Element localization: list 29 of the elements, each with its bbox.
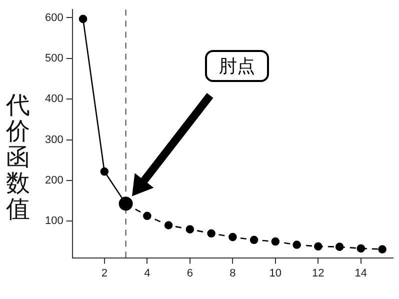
point [335, 242, 344, 251]
point [378, 245, 386, 254]
point [207, 229, 216, 238]
x-tick-label: 14 [354, 267, 368, 280]
point [143, 212, 152, 220]
x-tick-label: 10 [269, 267, 282, 280]
y-tick-label: 100 [44, 215, 64, 228]
x-tick-label: 2 [101, 267, 108, 280]
x-tick-label: 6 [186, 267, 193, 280]
x-tick-label: 4 [144, 267, 150, 280]
y-tick-label: 300 [44, 134, 64, 146]
point [314, 242, 322, 251]
point [292, 240, 301, 249]
point [100, 167, 109, 176]
point [250, 236, 258, 244]
point [271, 237, 280, 246]
point [78, 14, 88, 24]
point [356, 244, 366, 253]
y-tick-label: 400 [44, 93, 64, 106]
annotation: 肘点 [205, 50, 269, 82]
point [186, 225, 194, 234]
point [164, 221, 173, 230]
y-tick-label: 500 [44, 52, 64, 64]
y-axis-title: 代价函数值 [6, 91, 30, 223]
point [228, 232, 237, 242]
x-tick-label: 8 [230, 267, 236, 280]
x-tick-label: 12 [312, 267, 324, 280]
y-tick-label: 200 [44, 174, 64, 187]
y-tick-label: 600 [44, 12, 64, 24]
